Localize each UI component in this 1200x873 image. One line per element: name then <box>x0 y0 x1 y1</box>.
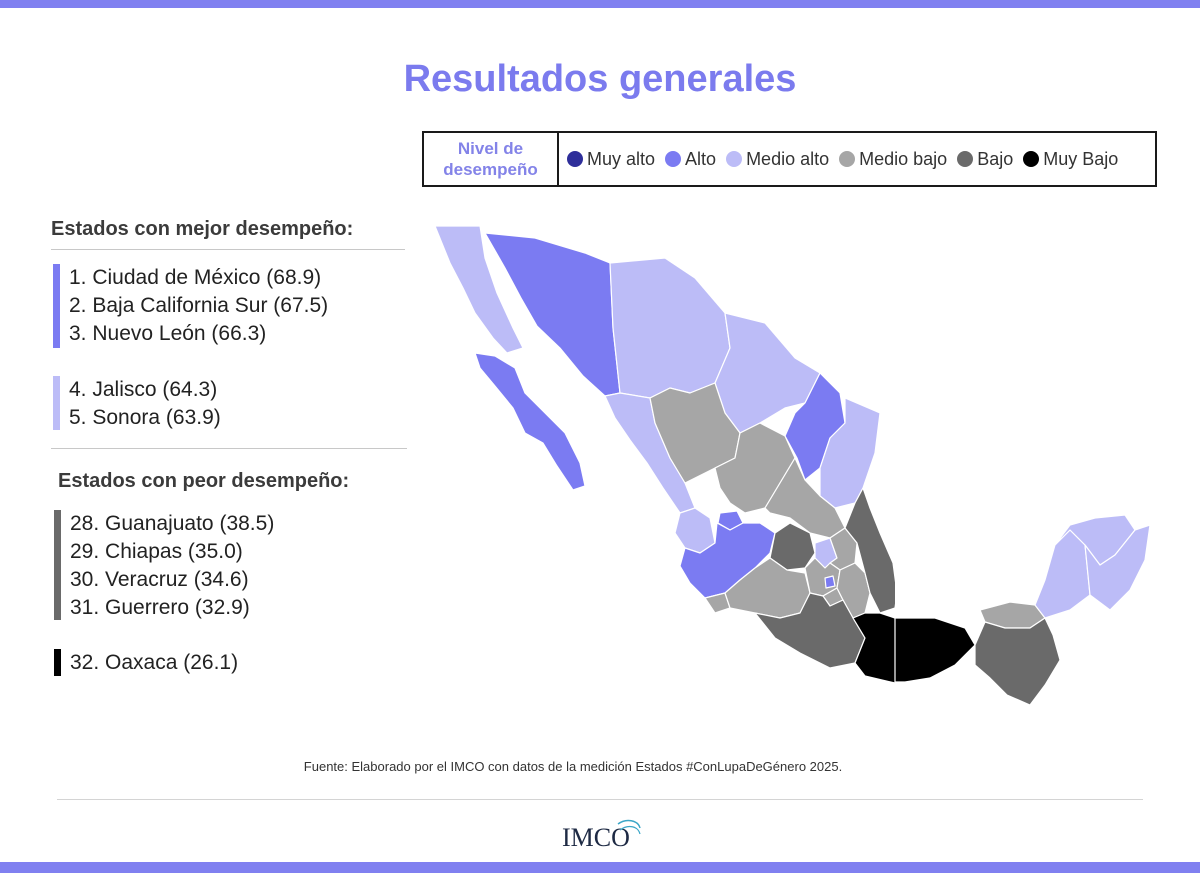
rank-item: 2. Baja California Sur (67.5) <box>69 294 329 317</box>
footer-rule <box>57 799 1143 800</box>
legend-label: Bajo <box>977 148 1014 169</box>
section-divider <box>51 448 407 449</box>
mexico-map <box>434 225 895 684</box>
legend-item-medio-bajo: Medio bajo <box>839 149 947 170</box>
worst-group-bajo-bar <box>54 510 61 620</box>
mexico-map-southeast <box>895 514 1151 706</box>
legend: Nivel de desempeño Muy alto Alto Medio al… <box>422 131 1157 187</box>
worst-group-muy-bajo: 32. Oaxaca (26.1) <box>54 649 414 677</box>
top-accent-bar <box>0 0 1200 8</box>
worst-heading: Estados con peor desempeño: <box>58 470 350 492</box>
worst-group-bajo-list: 28. Guanajuato (38.5) 29. Chiapas (35.0)… <box>70 510 274 622</box>
state-campeche <box>1034 529 1091 619</box>
state-coahuila <box>714 312 821 434</box>
imco-logo: IMCO <box>560 816 650 856</box>
legend-title: Nivel de desempeño <box>424 133 559 185</box>
rank-item: 31. Guerrero (32.9) <box>70 596 250 619</box>
rank-item: 32. Oaxaca (26.1) <box>70 651 239 674</box>
legend-label: Medio bajo <box>859 148 948 169</box>
state-oaxaca <box>852 612 895 684</box>
worst-group-bajo: 28. Guanajuato (38.5) 29. Chiapas (35.0)… <box>54 510 414 622</box>
legend-item-medio-alto: Medio alto <box>726 149 829 170</box>
worst-group-muy-bajo-bar <box>54 649 61 676</box>
legend-dot-medio-bajo <box>839 151 856 167</box>
rank-item: 28. Guanajuato (38.5) <box>70 512 275 535</box>
imco-logo-mark: IMCO <box>562 819 641 852</box>
legend-dot-bajo <box>957 151 974 167</box>
svg-text:IMCO: IMCO <box>562 823 630 852</box>
legend-dot-muy-alto <box>567 151 583 167</box>
source-note: Fuente: Elaborado por el IMCO con datos … <box>303 759 843 774</box>
rank-item: 30. Veracruz (34.6) <box>70 568 249 591</box>
best-group-medio-alto-list: 4. Jalisco (64.3) 5. Sonora (63.9) <box>69 376 221 432</box>
state-baja-california <box>434 225 524 354</box>
legend-dot-medio-alto <box>726 151 743 167</box>
state-chihuahua <box>609 257 731 399</box>
state-veracruz <box>844 487 895 614</box>
rank-item: 1. Ciudad de México (68.9) <box>69 266 322 289</box>
best-group-medio-alto: 4. Jalisco (64.3) 5. Sonora (63.9) <box>53 376 413 432</box>
worst-group-muy-bajo-list: 32. Oaxaca (26.1) <box>70 649 238 677</box>
state-nayarit <box>674 507 716 554</box>
state-quintana-roo <box>1084 524 1151 611</box>
legend-item-alto: Alto <box>665 149 716 170</box>
state-ciudad-de-mexico <box>824 575 836 589</box>
best-heading-rule <box>51 249 405 250</box>
legend-label: Alto <box>685 148 717 169</box>
best-group-medio-alto-bar <box>53 376 60 430</box>
state-guerrero <box>754 592 866 669</box>
legend-items: Muy alto Alto Medio alto Medio bajo Bajo… <box>559 149 1128 170</box>
legend-dot-alto <box>665 151 682 167</box>
legend-label: Muy Bajo <box>1043 148 1119 169</box>
best-group-alto-bar <box>53 264 60 348</box>
legend-label: Medio alto <box>746 148 830 169</box>
rank-item: 4. Jalisco (64.3) <box>69 378 218 401</box>
rank-item: 3. Nuevo León (66.3) <box>69 322 267 345</box>
best-group-alto-list: 1. Ciudad de México (68.9) 2. Baja Calif… <box>69 264 328 348</box>
legend-label: Muy alto <box>587 148 656 169</box>
bottom-accent-bar <box>0 862 1200 873</box>
legend-item-muy-alto: Muy alto <box>567 149 655 170</box>
best-heading: Estados con mejor desempeño: <box>51 218 354 240</box>
state-chiapas <box>974 617 1061 706</box>
page-title: Resultados generales <box>403 58 797 100</box>
rank-item: 29. Chiapas (35.0) <box>70 540 243 563</box>
legend-item-muy-bajo: Muy Bajo <box>1023 149 1118 170</box>
state-oaxaca-east <box>895 617 976 683</box>
legend-dot-muy-bajo <box>1023 151 1040 167</box>
rank-item: 5. Sonora (63.9) <box>69 406 221 429</box>
legend-item-bajo: Bajo <box>957 149 1013 170</box>
legend-title-line1: Nivel de <box>457 139 524 158</box>
state-baja-california-sur <box>474 352 586 491</box>
best-group-alto: 1. Ciudad de México (68.9) 2. Baja Calif… <box>53 264 413 348</box>
legend-title-line2: desempeño <box>443 160 538 179</box>
